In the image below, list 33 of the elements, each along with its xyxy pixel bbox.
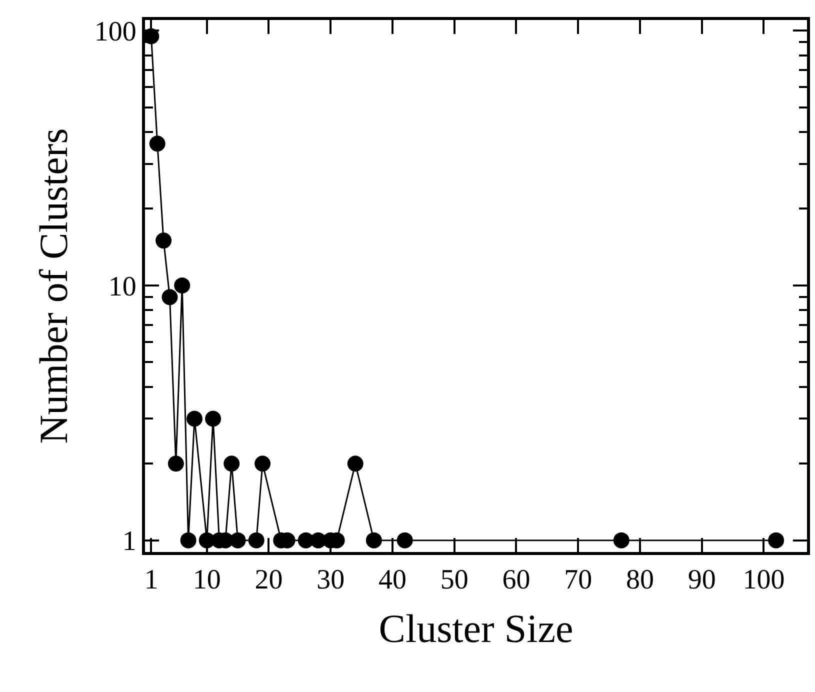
point xyxy=(205,410,222,427)
point xyxy=(396,532,413,548)
x-tick-label: 100 xyxy=(742,564,785,596)
x-axis-title: Cluster Size xyxy=(378,606,574,652)
point xyxy=(366,532,382,548)
x-tick-label: 90 xyxy=(688,564,716,596)
point xyxy=(347,456,364,472)
point xyxy=(613,532,630,548)
x-tick-label: 10 xyxy=(192,564,221,596)
point xyxy=(162,289,178,306)
x-tick-label: 30 xyxy=(316,564,345,596)
point xyxy=(254,456,271,472)
x-tick-label: 50 xyxy=(440,564,468,596)
point xyxy=(186,410,202,427)
point xyxy=(768,532,784,548)
x-tick-label: 70 xyxy=(564,564,592,596)
point xyxy=(224,456,240,472)
point xyxy=(230,532,246,548)
x-tick-label: 60 xyxy=(502,564,530,596)
point xyxy=(248,532,264,548)
y-tick-label: 10 xyxy=(108,271,136,302)
point xyxy=(174,277,190,294)
y-tick-label: 1 xyxy=(122,526,136,558)
y-axis-title: Number of Clusters xyxy=(30,128,76,444)
x-tick-label: 20 xyxy=(254,564,283,596)
x-tick-label: 1 xyxy=(144,564,158,596)
point xyxy=(168,456,184,472)
x-tick-label: 80 xyxy=(626,564,654,596)
x-tick-label: 40 xyxy=(378,564,406,596)
y-tick-label: 100 xyxy=(94,16,136,48)
point xyxy=(156,232,172,249)
point xyxy=(149,136,166,152)
point xyxy=(180,532,196,548)
